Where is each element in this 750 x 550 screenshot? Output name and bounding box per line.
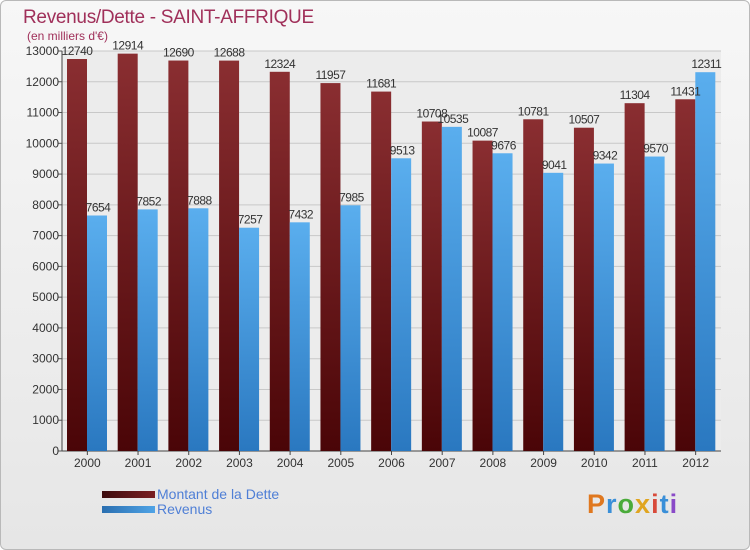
legend-swatch-revenus bbox=[102, 506, 155, 513]
bar-revenus bbox=[340, 205, 361, 451]
data-label-revenus: 9513 bbox=[390, 143, 416, 157]
bar-revenus bbox=[239, 227, 260, 451]
logo-letter: i bbox=[669, 489, 679, 519]
y-tick-label: 11000 bbox=[27, 106, 60, 120]
data-label-revenus: 9041 bbox=[542, 158, 568, 172]
y-tick-label: 1000 bbox=[32, 413, 59, 427]
bar-dette bbox=[371, 91, 392, 451]
y-tick-label: 4000 bbox=[32, 321, 59, 335]
bar-revenus bbox=[593, 163, 614, 452]
x-tick-label: 2011 bbox=[632, 456, 658, 470]
data-label-revenus: 9676 bbox=[491, 138, 517, 152]
bar-dette bbox=[624, 103, 645, 451]
x-tick-label: 2010 bbox=[581, 456, 608, 470]
logo-letter: P bbox=[587, 489, 607, 519]
data-label-revenus: 7257 bbox=[238, 213, 264, 227]
bar-dette bbox=[269, 71, 290, 452]
bar-dette bbox=[320, 83, 341, 451]
logo-letter: o bbox=[617, 489, 636, 519]
data-label-dette: 10087 bbox=[467, 126, 499, 140]
data-label-dette: 10708 bbox=[416, 107, 448, 121]
y-tick-label: 7000 bbox=[32, 229, 59, 243]
data-label-revenus: 9570 bbox=[643, 142, 669, 156]
bar-revenus bbox=[188, 208, 209, 451]
data-label-revenus: 10535 bbox=[437, 112, 469, 126]
bar-dette bbox=[219, 60, 240, 451]
bar-dette bbox=[573, 127, 594, 451]
y-tick-label: 0 bbox=[52, 444, 59, 458]
data-label-dette: 10781 bbox=[518, 104, 550, 118]
data-label-dette: 12690 bbox=[163, 46, 195, 60]
y-tick-label: 3000 bbox=[32, 352, 59, 366]
data-label-revenus: 7888 bbox=[187, 193, 213, 207]
data-label-dette: 12324 bbox=[264, 57, 296, 71]
bar-dette bbox=[472, 140, 493, 451]
bar-revenus bbox=[87, 215, 107, 451]
data-label-dette: 11957 bbox=[315, 68, 346, 82]
chart-title: Revenus/Dette - SAINT-AFFRIQUE bbox=[23, 7, 314, 28]
bar-dette bbox=[168, 60, 189, 452]
data-label-dette: 12914 bbox=[112, 39, 144, 53]
x-tick-label: 2009 bbox=[530, 456, 557, 470]
bar-revenus bbox=[391, 158, 412, 452]
y-tick-label: 10000 bbox=[26, 136, 60, 150]
x-tick-label: 2012 bbox=[682, 456, 709, 470]
legend-label-dette: Montant de la Dette bbox=[157, 486, 280, 502]
data-label-revenus: 9342 bbox=[593, 149, 619, 163]
bar-dette bbox=[523, 119, 544, 452]
data-label-dette: 10507 bbox=[568, 113, 600, 127]
bar-dette bbox=[421, 121, 442, 452]
bar-dette bbox=[117, 53, 138, 452]
y-tick-label: 6000 bbox=[32, 259, 59, 273]
bar-revenus bbox=[543, 172, 564, 452]
logo-letter: x bbox=[635, 489, 652, 519]
y-tick-label: 2000 bbox=[32, 382, 59, 396]
y-tick-label: 12000 bbox=[26, 75, 60, 89]
data-label-dette: 11681 bbox=[366, 77, 397, 91]
x-tick-label: 2001 bbox=[125, 456, 152, 470]
y-tick-label: 5000 bbox=[32, 290, 59, 304]
bar-revenus bbox=[644, 156, 665, 452]
bar-dette bbox=[675, 99, 696, 452]
bar-revenus bbox=[441, 126, 462, 451]
x-tick-label: 2000 bbox=[74, 456, 101, 470]
x-tick-label: 2006 bbox=[378, 456, 405, 470]
data-label-dette: 11431 bbox=[670, 84, 701, 98]
y-tick-label: 9000 bbox=[32, 167, 59, 181]
x-tick-label: 2004 bbox=[277, 456, 304, 470]
x-tick-label: 2003 bbox=[226, 456, 253, 470]
bar-revenus bbox=[137, 209, 158, 451]
legend-label-revenus: Revenus bbox=[157, 501, 213, 517]
data-label-revenus: 7654 bbox=[86, 200, 112, 214]
bar-revenus bbox=[492, 153, 513, 451]
logo-letter: i bbox=[651, 489, 660, 519]
data-label-revenus: 12311 bbox=[691, 57, 722, 71]
x-tick-label: 2005 bbox=[327, 456, 354, 470]
x-tick-label: 2002 bbox=[175, 456, 202, 470]
logo-letter: t bbox=[659, 489, 670, 519]
data-label-dette: 12740 bbox=[62, 44, 94, 58]
unit-label: (en milliers d'€) bbox=[27, 29, 108, 43]
bar-dette bbox=[67, 59, 87, 451]
data-label-dette: 12688 bbox=[214, 46, 246, 60]
x-tick-label: 2008 bbox=[480, 456, 507, 470]
x-tick-label: 2007 bbox=[429, 456, 456, 470]
bar-revenus bbox=[695, 72, 716, 451]
logo-letter: r bbox=[606, 489, 618, 519]
bar-revenus bbox=[289, 222, 310, 451]
data-label-dette: 11304 bbox=[620, 88, 651, 102]
proxiti-logo: Proxiti bbox=[587, 489, 678, 520]
y-tick-label: 8000 bbox=[32, 198, 59, 212]
y-tick-label: 13000 bbox=[26, 44, 60, 58]
legend-swatch-dette bbox=[102, 491, 155, 498]
data-label-revenus: 7432 bbox=[288, 207, 314, 221]
data-label-revenus: 7852 bbox=[136, 194, 162, 208]
data-label-revenus: 7985 bbox=[339, 190, 365, 204]
